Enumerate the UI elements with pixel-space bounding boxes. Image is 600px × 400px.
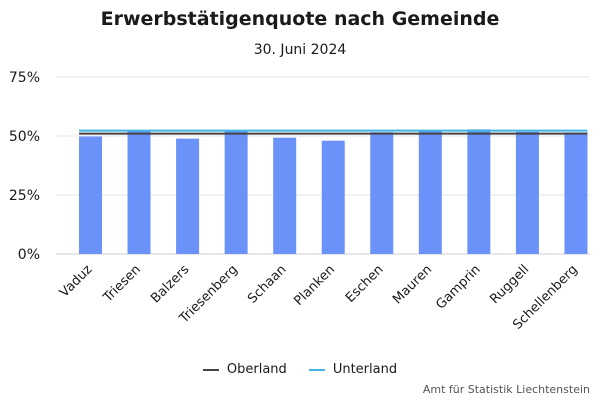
x-tick-label: Balzers	[148, 262, 192, 306]
legend: Oberland Unterland	[0, 362, 600, 377]
x-tick-label: Triesen	[100, 262, 144, 306]
y-tick-label: 25%	[9, 188, 40, 204]
bar-ruggell	[515, 131, 539, 254]
legend-label-unterland: Unterland	[332, 362, 398, 377]
legend-swatch-oberland	[202, 368, 219, 371]
x-tick-label: Gamprin	[433, 262, 483, 312]
bar-eschen	[370, 132, 394, 254]
x-tick-label: Vaduz	[57, 262, 95, 300]
chart-title: Erwerbstätigenquote nach Gemeinde	[100, 8, 500, 30]
x-tick-label: Planken	[291, 262, 338, 309]
bar-triesenberg	[224, 131, 248, 254]
bar-vaduz	[79, 136, 102, 254]
legend-item-oberland[interactable]: Oberland	[202, 362, 287, 377]
bar-schaan	[273, 137, 297, 254]
x-tick-label: Mauren	[390, 262, 435, 307]
bar-triesen	[127, 131, 151, 254]
x-tick-label: Eschen	[343, 262, 387, 306]
y-tick-label: 75%	[9, 70, 40, 86]
x-tick-label: Schaan	[245, 262, 289, 306]
bar-balzers	[176, 138, 200, 254]
y-tick-label: 50%	[9, 129, 40, 145]
legend-swatch-unterland	[308, 368, 325, 371]
y-tick-label: 0%	[18, 247, 40, 263]
source-note: Amt für Statistik Liechtenstein	[422, 383, 590, 396]
x-tick-label: Ruggell	[487, 262, 532, 307]
bar-schellenberg	[564, 132, 588, 254]
bar-planken	[321, 140, 345, 254]
legend-item-unterland[interactable]: Unterland	[308, 362, 398, 377]
bar-gamprin	[467, 129, 491, 254]
bar-mauren	[418, 131, 442, 254]
legend-label-oberland: Oberland	[226, 362, 287, 377]
chart-subtitle: 30. Juni 2024	[253, 42, 347, 58]
